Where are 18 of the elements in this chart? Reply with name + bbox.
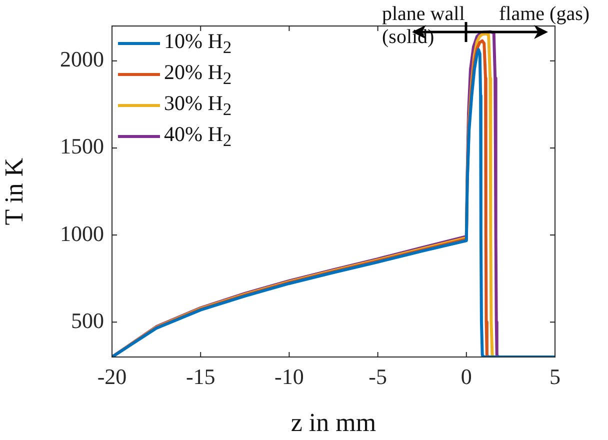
y-tick-label: 2000 (60, 46, 104, 72)
y-tick-label: 1500 (60, 134, 104, 159)
x-tick-label: -10 (274, 364, 304, 389)
legend-label: 20% H$_{2}$ (164, 60, 232, 90)
legend-label: 10% H$_{2}$ (164, 28, 232, 58)
legend-label: 30% H$_{2}$ (164, 90, 232, 120)
legend-label: 40% H$_{2}$ (164, 122, 232, 152)
x-axis-title: z in mm (290, 408, 376, 438)
y-axis-title: T in K (0, 158, 28, 226)
text: flame (gas) (499, 3, 590, 25)
y-tick-label: 1000 (60, 220, 104, 246)
y-tick-label: 500 (71, 308, 104, 333)
x-tick-label: 5 (550, 364, 560, 389)
x-tick-label: -20 (97, 364, 127, 389)
x-tick-label: 0 (460, 364, 472, 389)
x-tick-label: -15 (186, 364, 216, 389)
x-tick-label: -5 (368, 364, 387, 389)
text: plane wall (382, 3, 465, 25)
